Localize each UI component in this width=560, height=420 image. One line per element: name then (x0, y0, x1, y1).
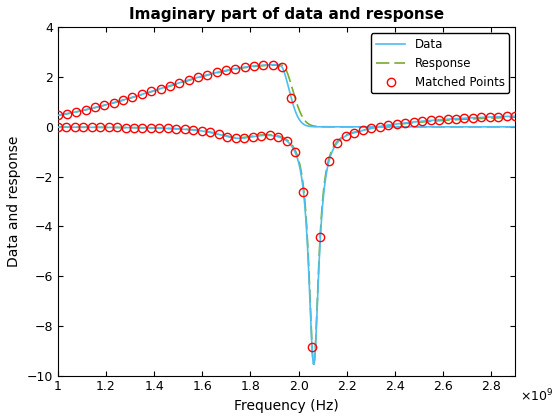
Text: $\times10^9$: $\times10^9$ (520, 388, 553, 405)
Matched Points (204, 72, 211, 77)
Data (499, 124, 506, 129)
Matched Points (120, 97, 127, 102)
Matched Points (166, 83, 173, 88)
Line: Data: Data (58, 65, 515, 127)
Response (78, 108, 85, 113)
Matched Points (54, 113, 61, 118)
Matched Points (251, 63, 258, 68)
Data (78, 108, 85, 113)
Matched Points (213, 70, 220, 75)
Matched Points (110, 100, 117, 105)
Response (512, 124, 519, 129)
Matched Points (82, 107, 89, 112)
Line: Response: Response (58, 65, 515, 127)
Matched Points (176, 80, 183, 85)
Matched Points (73, 109, 80, 114)
Data (499, 124, 506, 129)
Matched Points (288, 96, 295, 101)
Response (499, 124, 506, 129)
Response (415, 124, 422, 129)
Matched Points (129, 94, 136, 100)
Response (276, 63, 282, 68)
Matched Points (64, 111, 71, 116)
Matched Points (260, 63, 267, 68)
Matched Points (138, 92, 145, 97)
Response (499, 124, 506, 129)
Matched Points (194, 75, 201, 80)
Data (277, 63, 284, 68)
Matched Points (232, 66, 239, 71)
Matched Points (148, 89, 155, 94)
Response (265, 63, 272, 68)
Legend: Data, Response, Matched Points: Data, Response, Matched Points (371, 33, 510, 93)
Matched Points (157, 86, 164, 91)
Matched Points (241, 65, 248, 70)
Matched Points (269, 62, 276, 67)
Line: Matched Points: Matched Points (54, 60, 296, 120)
Matched Points (222, 68, 229, 73)
Data (276, 62, 283, 67)
Matched Points (101, 102, 108, 108)
Matched Points (279, 65, 286, 70)
Title: Imaginary part of data and response: Imaginary part of data and response (129, 7, 444, 22)
X-axis label: Frequency (Hz): Frequency (Hz) (234, 399, 339, 413)
Data (265, 62, 272, 67)
Matched Points (185, 77, 192, 82)
Data (415, 124, 422, 129)
Matched Points (92, 105, 99, 110)
Response (277, 63, 284, 68)
Data (512, 124, 519, 129)
Response (54, 113, 61, 118)
Data (54, 113, 61, 118)
Y-axis label: Data and response: Data and response (7, 136, 21, 267)
